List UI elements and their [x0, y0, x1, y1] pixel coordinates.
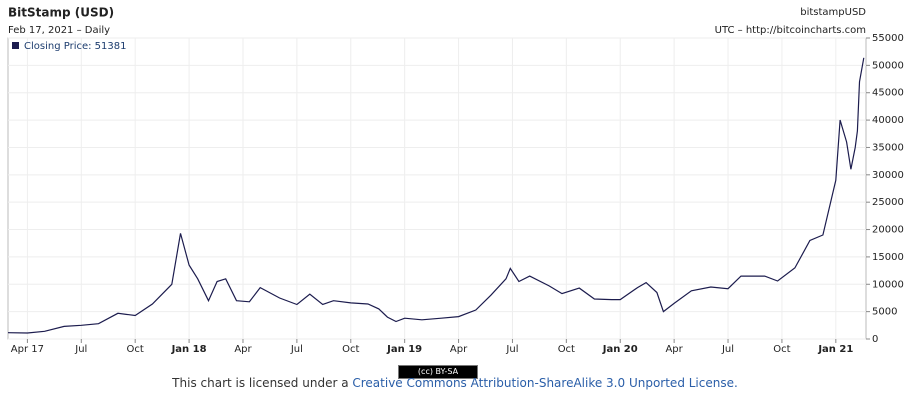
- x-tick-label: Jul: [290, 344, 303, 355]
- x-tick-label: Jan 20: [602, 344, 638, 355]
- plot-frame: [7, 37, 867, 340]
- y-tick-label: 35000: [872, 142, 904, 153]
- license-text: This chart is licensed under a: [172, 376, 353, 390]
- chart-title: BitStamp (USD): [8, 6, 114, 20]
- x-tick-label: Apr: [450, 344, 468, 355]
- y-tick-label: 10000: [872, 279, 904, 290]
- x-tick-label: Apr 17: [11, 344, 44, 355]
- y-tick-label: 25000: [872, 197, 904, 208]
- x-tick-label: Apr: [234, 344, 252, 355]
- x-tick-label: Jan 21: [817, 344, 853, 355]
- license-badge: (cc) BY-SA: [398, 365, 478, 379]
- symbol: bitstampUSD: [800, 7, 866, 18]
- license-link[interactable]: Creative Commons Attribution-ShareAlike …: [352, 376, 738, 390]
- source: UTC – http://bitcoincharts.com: [715, 25, 866, 36]
- x-tick-label: Jan 18: [171, 344, 207, 355]
- x-tick-label: Oct: [558, 344, 575, 355]
- y-tick-label: 55000: [872, 33, 904, 44]
- license: This chart is licensed under a Creative …: [0, 376, 910, 390]
- chart-subtitle: Feb 17, 2021 – Daily: [8, 25, 110, 36]
- y-tick-label: 45000: [872, 88, 904, 99]
- x-tick-label: Jul: [721, 344, 734, 355]
- y-tick-label: 40000: [872, 115, 904, 126]
- x-tick-label: Oct: [773, 344, 790, 355]
- price-line: [7, 57, 865, 334]
- x-tick-label: Oct: [127, 344, 144, 355]
- x-tick-label: Apr: [665, 344, 683, 355]
- y-tick-label: 50000: [872, 60, 904, 71]
- chart: BitStamp (USD) Feb 17, 2021 – Daily bits…: [7, 6, 904, 355]
- y-tick-label: 30000: [872, 170, 904, 181]
- x-tick-label: Jul: [505, 344, 518, 355]
- x-tick-label: Jan 19: [386, 344, 422, 355]
- y-tick-label: 5000: [872, 307, 897, 318]
- x-tick-label: Jul: [74, 344, 87, 355]
- y-tick-label: 0: [872, 334, 878, 345]
- y-tick-label: 15000: [872, 252, 904, 263]
- y-tick-label: 20000: [872, 225, 904, 236]
- legend-swatch: [12, 42, 19, 49]
- legend-label: Closing Price: 51381: [24, 41, 127, 52]
- x-tick-label: Oct: [342, 344, 359, 355]
